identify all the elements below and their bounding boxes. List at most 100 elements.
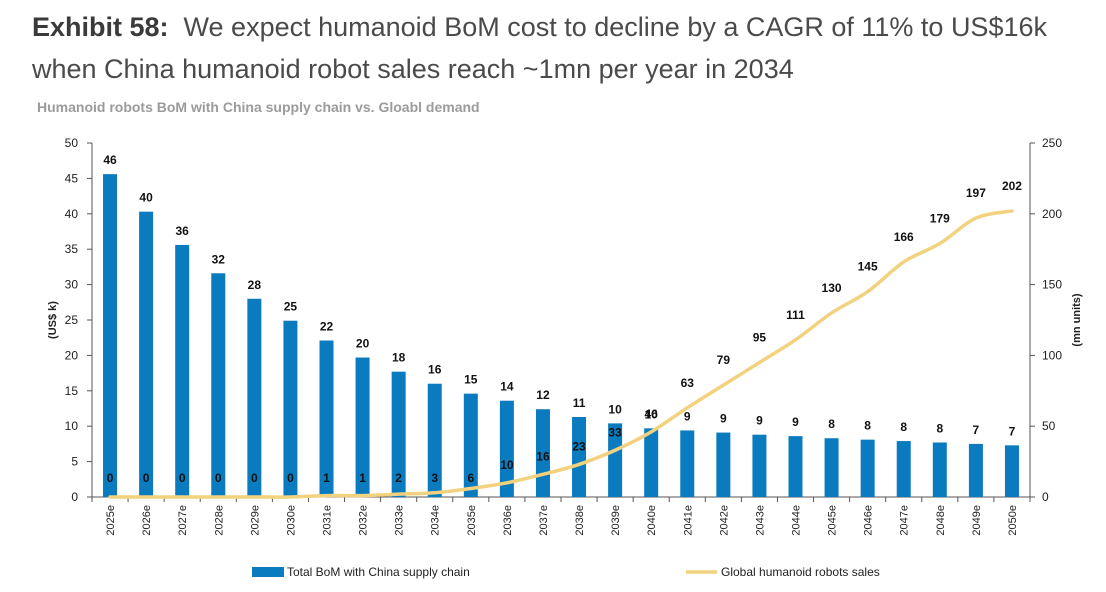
bar [391, 371, 406, 497]
bar [680, 430, 695, 497]
bar [139, 211, 154, 497]
bar-value-label: 9 [684, 409, 691, 423]
chart-axes: 05101520253035404550050100150200250(US$ … [47, 136, 1083, 536]
line-value-label: 0 [287, 471, 294, 485]
x-tick-label: 2031e [322, 505, 334, 536]
bar [319, 340, 334, 497]
right-tick-label: 250 [1042, 136, 1062, 150]
left-tick-label: 40 [65, 207, 79, 221]
x-tick-label: 2049e [971, 505, 983, 536]
bar [788, 436, 803, 497]
x-tick-label: 2047e [899, 505, 911, 536]
bar [752, 434, 767, 497]
x-tick-label: 2026e [141, 505, 153, 536]
line-value-label: 23 [572, 439, 586, 453]
bar [644, 428, 659, 497]
line-value-label: 0 [215, 471, 222, 485]
x-tick-label: 2048e [935, 505, 947, 536]
bar [932, 442, 947, 497]
x-tick-label: 2035e [466, 505, 478, 536]
x-tick-label: 2029e [249, 505, 261, 536]
line-value-label: 0 [251, 471, 258, 485]
line-value-label: 1 [359, 471, 366, 485]
bar [896, 441, 911, 497]
bar-value-label: 10 [645, 407, 659, 421]
line-value-label: 63 [681, 376, 695, 390]
x-tick-label: 2030e [285, 505, 297, 536]
x-tick-label: 2038e [574, 505, 586, 536]
bar-value-label: 9 [756, 414, 763, 428]
line-value-label: 3 [431, 471, 438, 485]
right-tick-label: 150 [1042, 278, 1062, 292]
bar-value-label: 11 [573, 396, 586, 410]
bar-value-label: 9 [720, 412, 727, 426]
left-tick-label: 35 [65, 242, 79, 256]
left-tick-label: 50 [65, 136, 79, 150]
bar [499, 400, 514, 497]
bar-value-label: 25 [284, 300, 298, 314]
bar-value-label: 15 [464, 373, 478, 387]
bar-value-label: 14 [500, 380, 514, 394]
bar [860, 439, 875, 497]
x-tick-label: 2046e [863, 505, 875, 536]
bar-value-label: 36 [176, 224, 190, 238]
x-tick-label: 2045e [827, 505, 839, 536]
right-tick-label: 100 [1042, 348, 1062, 362]
x-tick-label: 2034e [430, 505, 442, 536]
line-value-label: 6 [467, 471, 474, 485]
line-value-label: 2 [395, 471, 402, 485]
bar-value-label: 8 [864, 419, 871, 433]
line-value-label: 79 [717, 353, 731, 367]
chart-legend: Total BoM with China supply chain Global … [252, 565, 880, 579]
left-tick-label: 45 [65, 171, 79, 185]
bar [247, 298, 262, 497]
bar-value-label: 20 [356, 337, 370, 351]
left-axis-title: (US$ k) [47, 301, 59, 339]
bar-value-label: 22 [320, 320, 334, 334]
x-tick-label: 2028e [213, 505, 225, 536]
x-tick-label: 2050e [1007, 505, 1019, 536]
bar [1004, 445, 1019, 497]
exhibit-headline: Exhibit 58: We expect humanoid BoM cost … [32, 6, 1092, 90]
line-value-label: 166 [894, 230, 914, 244]
left-tick-label: 20 [65, 348, 79, 362]
line-value-label: 0 [179, 471, 186, 485]
bar-value-label: 10 [608, 402, 622, 416]
x-tick-label: 2036e [502, 505, 514, 536]
x-tick-label: 2042e [718, 505, 730, 536]
bar [427, 383, 442, 497]
bar [716, 432, 731, 497]
line-value-label: 0 [107, 471, 114, 485]
bar [608, 423, 623, 497]
line-value-label: 1 [323, 471, 330, 485]
bar [572, 416, 587, 497]
bar-value-label: 8 [936, 421, 943, 435]
bar-value-label: 7 [973, 423, 980, 437]
bar-value-label: 18 [392, 351, 406, 365]
line-value-label: 95 [753, 330, 767, 344]
sales-line [108, 209, 1014, 499]
line-value-label: 130 [822, 281, 842, 295]
left-tick-label: 10 [65, 419, 79, 433]
bar-value-label: 32 [212, 252, 226, 266]
x-tick-label: 2041e [682, 505, 694, 536]
line-value-label: 145 [858, 260, 878, 274]
bar [824, 438, 839, 497]
bar-value-label: 8 [900, 420, 907, 434]
bar [463, 393, 478, 497]
line-value-label: 0 [143, 471, 150, 485]
bar [968, 443, 983, 497]
x-tick-label: 2032e [358, 505, 370, 536]
bar [175, 244, 190, 497]
right-tick-label: 50 [1042, 419, 1056, 433]
left-tick-label: 5 [71, 455, 78, 469]
line-value-label: 179 [930, 212, 950, 226]
bar-value-label: 7 [1009, 424, 1016, 438]
right-axis-title: (mn units) [1071, 293, 1083, 346]
exhibit-title: We expect humanoid BoM cost to decline b… [32, 12, 1047, 84]
bar-value-label: 8 [828, 417, 835, 431]
x-tick-label: 2040e [646, 505, 658, 536]
x-tick-label: 2043e [754, 505, 766, 536]
x-tick-label: 2039e [610, 505, 622, 536]
